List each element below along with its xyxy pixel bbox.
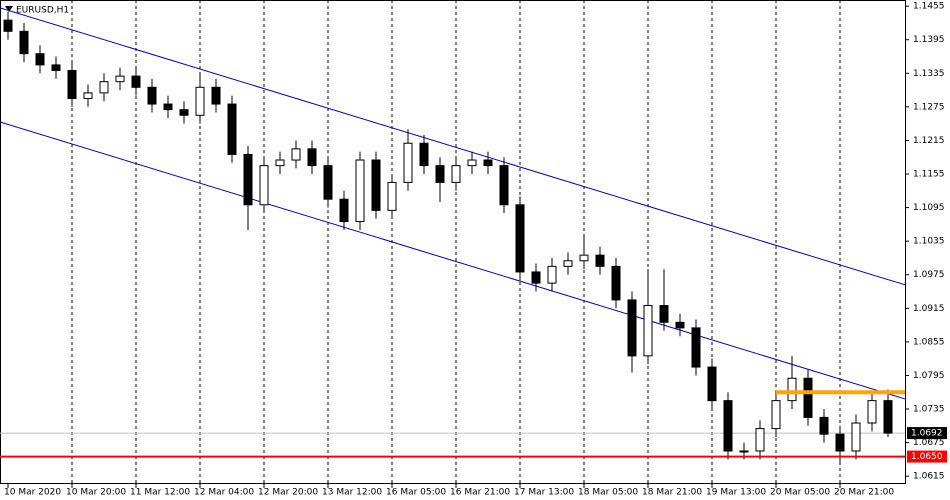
candle-body [83, 92, 93, 99]
candle-body [387, 181, 397, 211]
candle-body [179, 109, 189, 116]
y-tick-label: 1.0795 [913, 371, 945, 381]
candle-body [659, 305, 669, 323]
candle-body [499, 165, 509, 206]
candle-body [467, 159, 477, 167]
candle-body [195, 86, 205, 116]
candle-body [323, 165, 333, 200]
candle-body [563, 260, 573, 267]
candle-body [579, 254, 589, 262]
candle-body [483, 159, 493, 167]
candle-body [131, 75, 141, 88]
y-tick-label: 1.1275 [913, 102, 945, 112]
y-tick-label: 1.1035 [913, 237, 945, 247]
candle-body [723, 400, 733, 452]
x-tick-label: 18 Mar 05:00 [578, 488, 638, 498]
chart-title: EURUSD,H1 [16, 6, 69, 16]
candle-body [147, 86, 157, 105]
candle-body [643, 305, 653, 357]
candle-body [691, 327, 701, 368]
candle-body [883, 400, 893, 434]
candle-body [35, 53, 45, 66]
candle-body [3, 19, 13, 32]
candle-body [515, 204, 525, 273]
candle-body [99, 81, 109, 94]
x-tick-label: 19 Mar 13:00 [706, 488, 766, 498]
candle-body [339, 198, 349, 223]
candle-body [787, 377, 797, 402]
y-tick-label: 1.0915 [913, 304, 945, 314]
x-tick-label: 20 Mar 05:00 [770, 488, 830, 498]
candle-body [115, 75, 125, 83]
candle-body [211, 86, 221, 105]
candle-body [227, 103, 237, 155]
candle-body [355, 159, 365, 223]
candle-body [531, 271, 541, 284]
x-tick-label: 12 Mar 04:00 [194, 488, 254, 498]
candle-body [675, 321, 685, 329]
candle-body [419, 142, 429, 167]
menu-arrow[interactable] [5, 6, 13, 12]
candle-body [803, 377, 813, 418]
candle-body [611, 265, 621, 301]
x-tick-label: 12 Mar 20:00 [258, 488, 318, 498]
candle-body [547, 265, 557, 284]
candle-body [403, 142, 413, 183]
x-tick-label: 11 Mar 12:00 [130, 488, 190, 498]
candle-body [67, 70, 77, 99]
plot-frame [0, 0, 906, 484]
candle-body [435, 165, 445, 183]
candle-body [835, 433, 845, 452]
y-tick-label: 1.1395 [913, 35, 945, 45]
y-tick-label: 1.0735 [913, 405, 945, 415]
candle-body [307, 148, 317, 167]
candle-body [291, 148, 301, 161]
candle-body [275, 159, 285, 167]
channel-line [0, 7, 906, 286]
x-tick-label: 16 Mar 21:00 [450, 488, 510, 498]
bid-label: 1.0692 [911, 429, 943, 439]
y-tick-label: 1.1215 [913, 136, 945, 146]
channel-line [0, 121, 906, 400]
candle-body [819, 416, 829, 435]
candle-body [19, 30, 29, 55]
candle-body [627, 299, 637, 357]
x-tick-label: 13 Mar 12:00 [322, 488, 382, 498]
candle-body [755, 428, 765, 452]
y-tick-label: 1.1335 [913, 69, 945, 79]
support-label-box [907, 450, 947, 463]
candle-body [707, 366, 717, 402]
candle-body [243, 153, 253, 206]
candle-body [595, 254, 605, 267]
bid-label-box [907, 427, 947, 440]
candle-body [771, 400, 781, 430]
candle-body [51, 64, 61, 72]
x-tick-label: 20 Mar 21:00 [834, 488, 894, 498]
y-tick-label: 1.1455 [913, 2, 945, 12]
y-tick-label: 1.0975 [913, 270, 945, 280]
y-tick-label: 1.1095 [913, 203, 945, 213]
candle-body [451, 165, 461, 183]
x-tick-label: 17 Mar 13:00 [514, 488, 574, 498]
x-tick-label: 18 Mar 21:00 [642, 488, 702, 498]
candle-body [867, 400, 877, 424]
y-tick-label: 1.0615 [913, 472, 945, 482]
y-tick-label: 1.1155 [913, 170, 945, 180]
candle-body [739, 450, 749, 453]
x-tick-label: 10 Mar 2020 [4, 488, 61, 498]
candle-body [851, 422, 861, 452]
y-tick-label: 1.0675 [913, 438, 945, 448]
candle-body [259, 165, 269, 206]
candle-body [163, 103, 173, 111]
x-tick-label: 10 Mar 20:00 [66, 488, 126, 498]
x-tick-label: 16 Mar 05:00 [386, 488, 446, 498]
y-tick-label: 1.0855 [913, 337, 945, 347]
candle-body [371, 159, 381, 211]
support-label: 1.0650 [911, 452, 943, 462]
